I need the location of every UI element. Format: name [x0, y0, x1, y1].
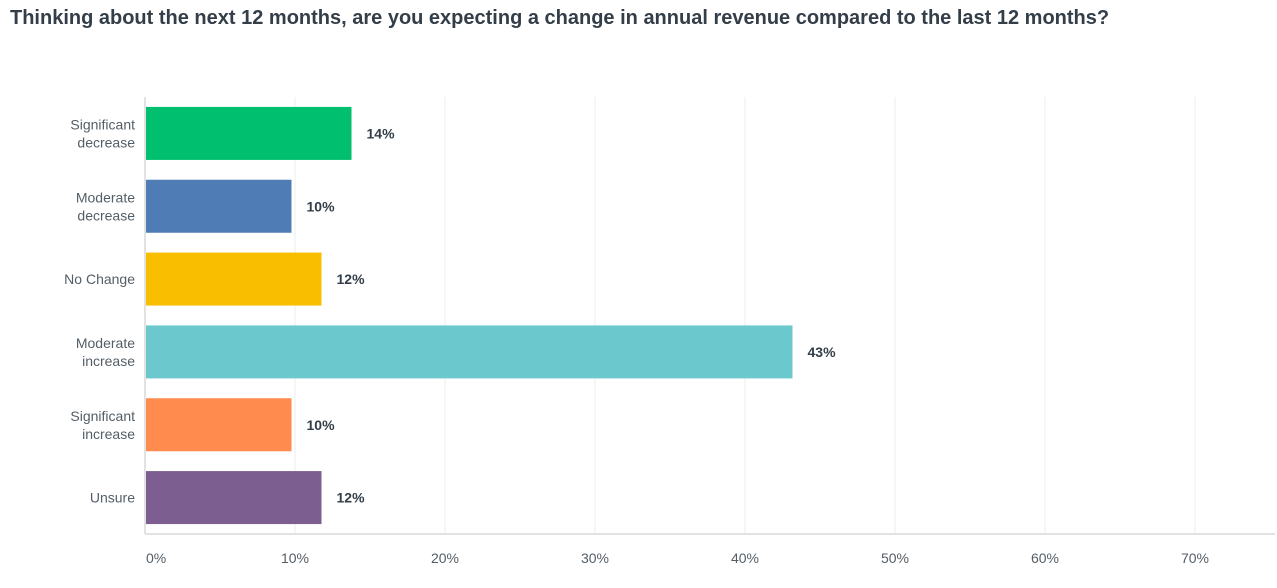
x-tick-label: 60% [1031, 550, 1059, 566]
x-tick-label: 20% [431, 550, 459, 566]
category-label: Significant [70, 116, 135, 132]
data-label: 14% [367, 125, 396, 141]
category-label: Unsure [90, 490, 135, 506]
data-label: 12% [337, 271, 366, 287]
data-label: 43% [808, 344, 837, 360]
x-tick-label: 40% [731, 550, 759, 566]
category-label: Significant [70, 408, 135, 424]
category-label: decrease [77, 134, 135, 150]
category-label: increase [82, 426, 135, 442]
x-tick-label: 0% [146, 550, 166, 566]
category-label: No Change [64, 271, 135, 287]
data-label: 10% [307, 417, 336, 433]
chart-title: Thinking about the next 12 months, are y… [10, 7, 1110, 29]
data-label: 10% [307, 198, 336, 214]
category-label: decrease [77, 207, 135, 223]
bar [146, 398, 292, 452]
category-label: increase [82, 353, 135, 369]
bar [146, 252, 322, 306]
x-tick-label: 10% [281, 550, 309, 566]
data-label: 12% [337, 490, 366, 506]
x-tick-label: 30% [581, 550, 609, 566]
category-label: Moderate [76, 335, 135, 351]
x-tick-label: 50% [881, 550, 909, 566]
bar [146, 471, 322, 525]
x-tick-label: 70% [1181, 550, 1209, 566]
bar [146, 325, 793, 379]
bar [146, 106, 352, 160]
bar [146, 179, 292, 233]
category-label: Moderate [76, 189, 135, 205]
